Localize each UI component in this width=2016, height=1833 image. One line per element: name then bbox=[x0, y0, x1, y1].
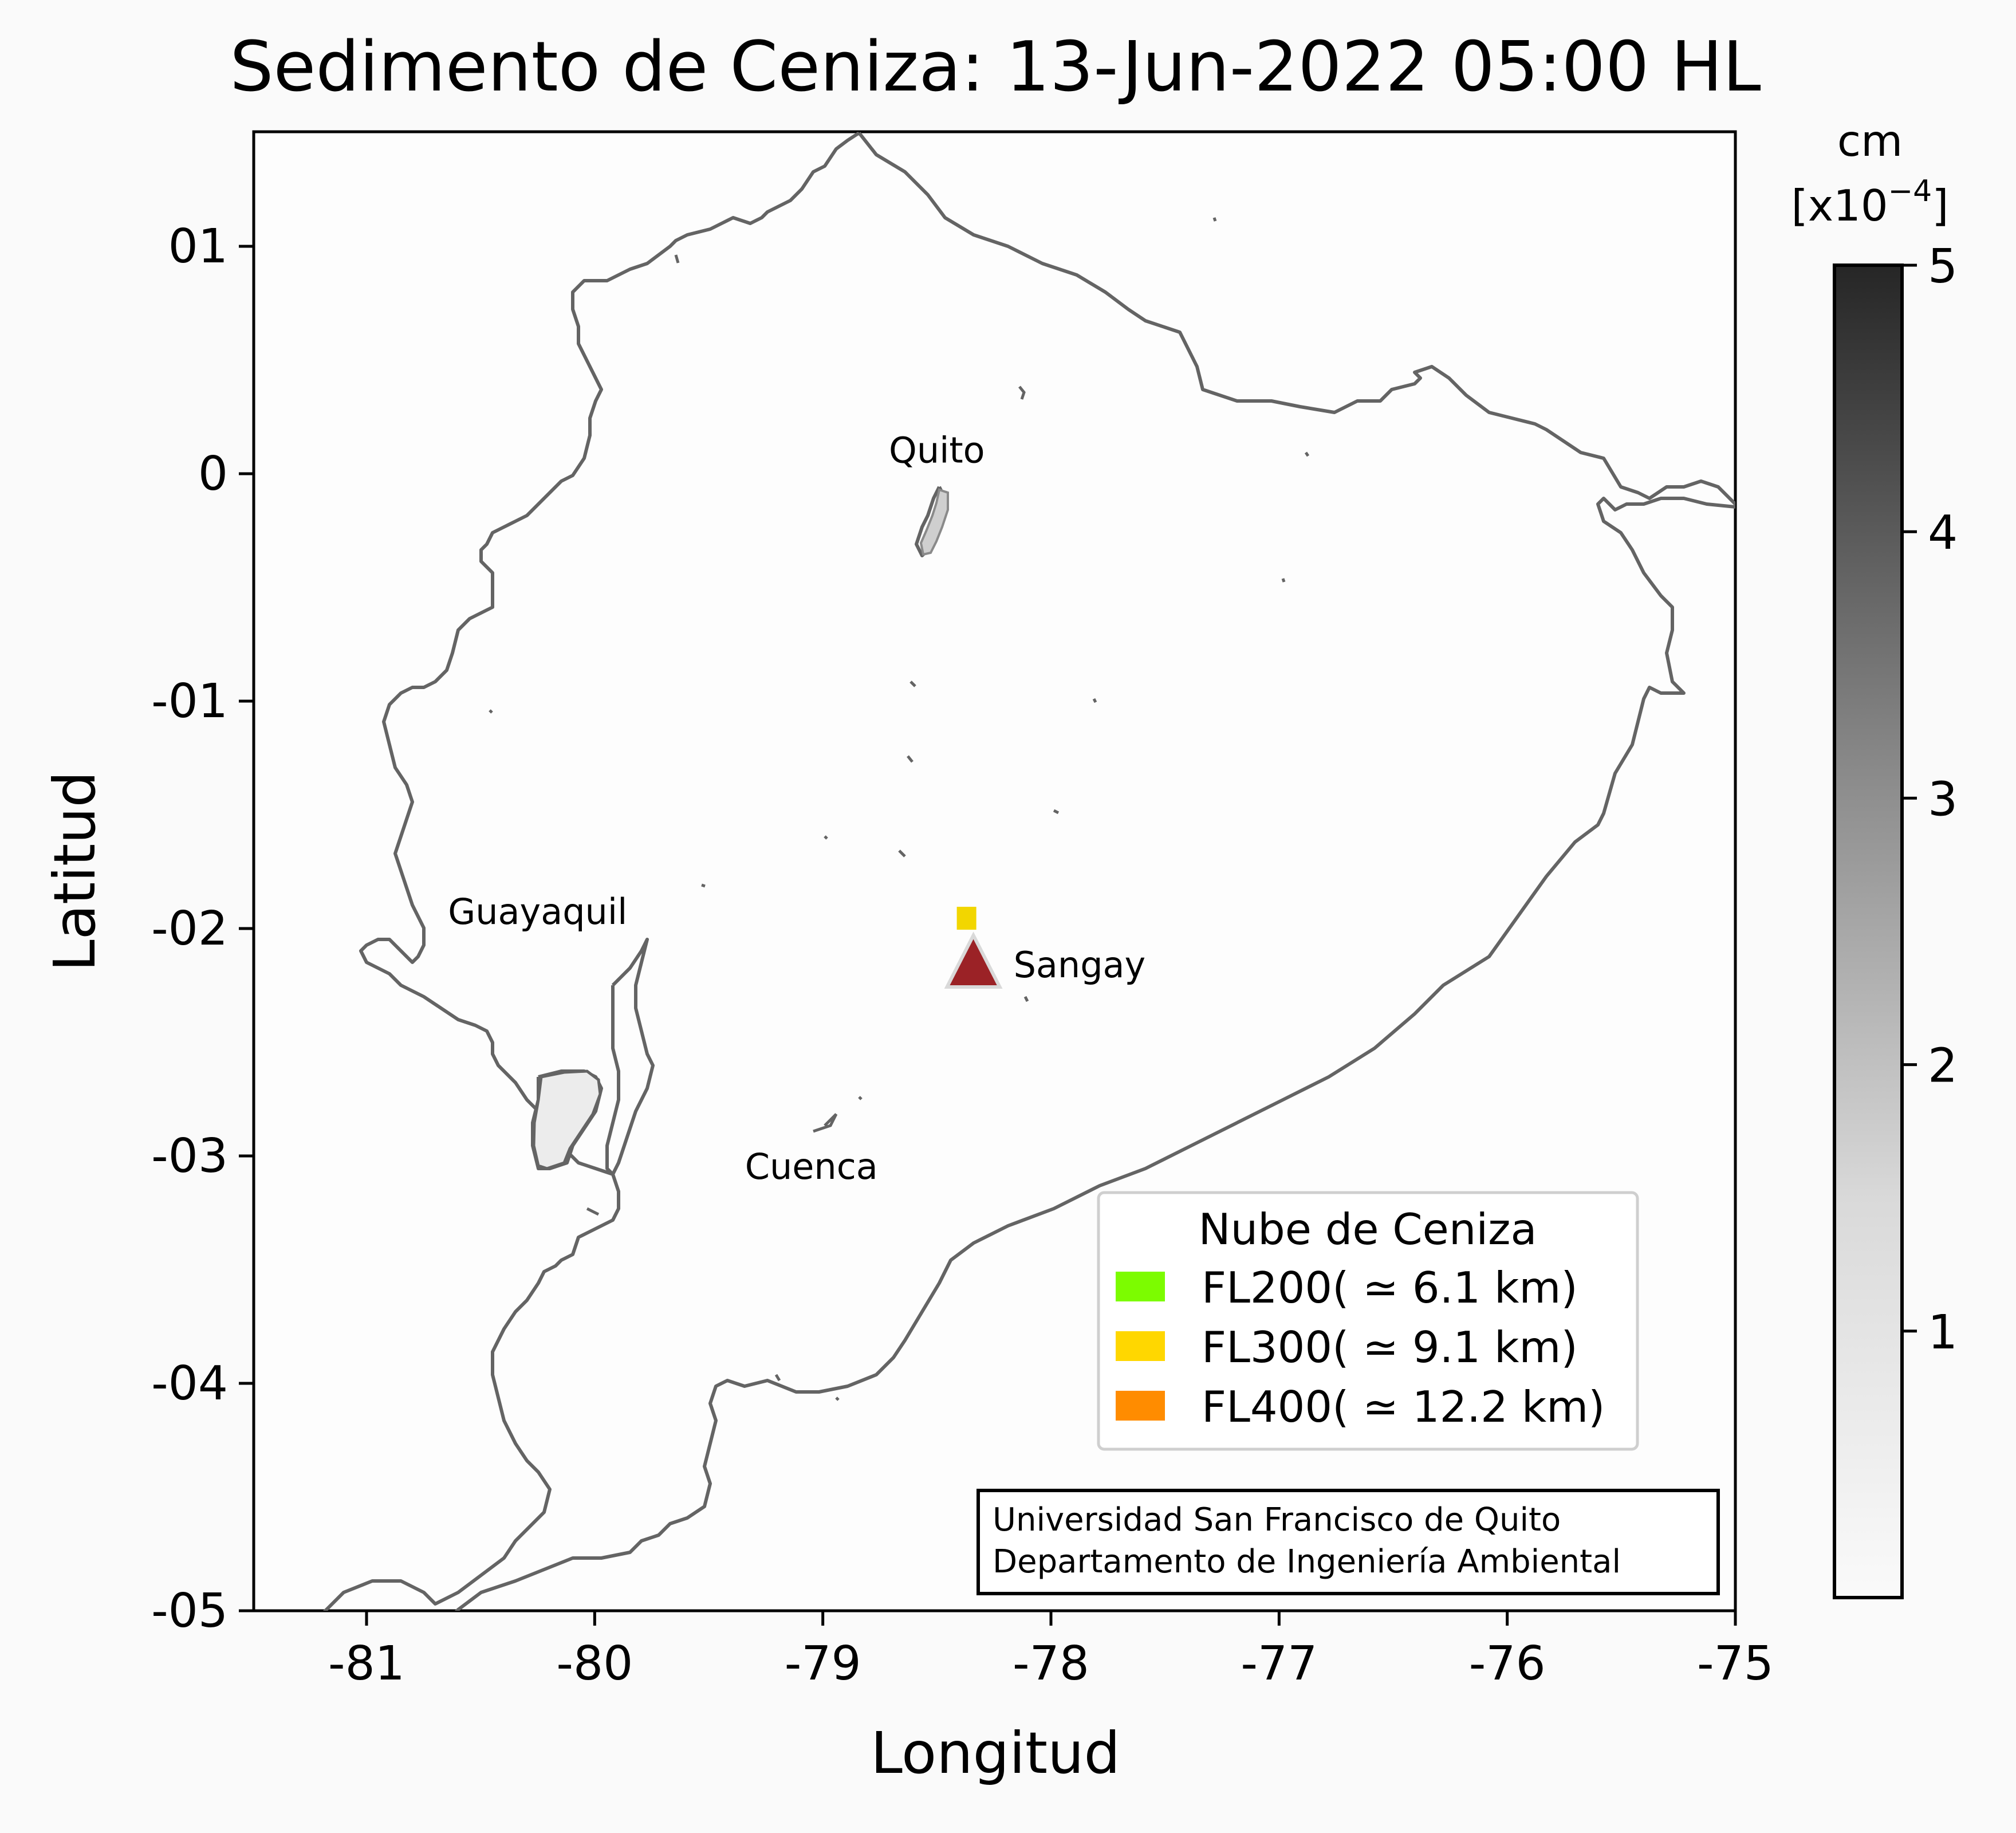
y-tick-label: -05 bbox=[151, 1584, 228, 1638]
city-label: Quito bbox=[889, 429, 985, 471]
colorbar-tick-label: 5 bbox=[1928, 239, 1958, 294]
x-tick-label: -76 bbox=[1469, 1637, 1546, 1691]
x-tick-label: -80 bbox=[556, 1637, 633, 1691]
x-tick-label: -75 bbox=[1697, 1637, 1774, 1691]
credit-line-1: Universidad San Francisco de Quito bbox=[993, 1501, 1561, 1539]
legend-label-fl200: FL200( ≃ 6.1 km) bbox=[1202, 1262, 1578, 1313]
legend: Nube de Ceniza FL200( ≃ 6.1 km) FL300( ≃… bbox=[1098, 1193, 1637, 1449]
colorbar-tick-label: 2 bbox=[1928, 1039, 1958, 1093]
volcano-label: Sangay bbox=[1014, 944, 1146, 986]
legend-label-fl300: FL300( ≃ 9.1 km) bbox=[1202, 1322, 1578, 1372]
legend-swatch-fl300 bbox=[1116, 1331, 1165, 1361]
x-tick-label: -77 bbox=[1241, 1637, 1317, 1691]
legend-swatch-fl200 bbox=[1116, 1272, 1165, 1301]
credit-box: Universidad San Francisco de Quito Depar… bbox=[978, 1490, 1718, 1594]
colorbar-scale-exp: −4 bbox=[1888, 174, 1932, 209]
colorbar: cm [x10−4] 1 2 3 4 5 bbox=[1791, 116, 1958, 1598]
x-tick-label: -81 bbox=[328, 1637, 405, 1691]
x-axis-label: Longitud bbox=[871, 1720, 1120, 1787]
colorbar-scale-base: [x10 bbox=[1791, 180, 1888, 231]
colorbar-tick-label: 4 bbox=[1928, 506, 1958, 560]
credit-line-2: Departamento de Ingeniería Ambiental bbox=[993, 1543, 1621, 1580]
chart-title: Sedimento de Ceniza: 13-Jun-2022 05:00 H… bbox=[230, 27, 1761, 107]
legend-swatch-fl400 bbox=[1116, 1391, 1165, 1421]
x-tick-label: -79 bbox=[785, 1637, 861, 1691]
y-tick-label: -02 bbox=[151, 902, 228, 956]
y-axis: 01 0 -01 -02 -03 -04 -05 bbox=[151, 219, 254, 1638]
y-tick-label: -01 bbox=[151, 674, 228, 729]
colorbar-tick-label: 3 bbox=[1928, 772, 1958, 827]
y-axis-label: Latitud bbox=[41, 771, 108, 971]
y-tick-label: 0 bbox=[198, 447, 228, 501]
ash-deposit-mark bbox=[957, 907, 976, 930]
colorbar-tick-label: 1 bbox=[1928, 1305, 1958, 1360]
colorbar-unit: cm bbox=[1837, 116, 1903, 166]
y-tick-label: -04 bbox=[151, 1356, 228, 1411]
y-tick-label: -03 bbox=[151, 1129, 228, 1183]
colorbar-scale: [x10−4] bbox=[1791, 174, 1948, 231]
legend-label-fl400: FL400( ≃ 12.2 km) bbox=[1202, 1382, 1605, 1432]
x-axis: -81 -80 -79 -78 -77 -76 -75 bbox=[328, 1611, 1774, 1691]
y-tick-label: 01 bbox=[168, 219, 228, 274]
legend-title: Nube de Ceniza bbox=[1198, 1204, 1537, 1254]
city-label: Guayaquil bbox=[448, 891, 627, 933]
city-label: Cuenca bbox=[745, 1146, 878, 1187]
colorbar-scale-close: ] bbox=[1932, 180, 1948, 231]
colorbar-bar bbox=[1834, 265, 1902, 1598]
colorbar-ticks: 1 2 3 4 5 bbox=[1902, 239, 1958, 1360]
x-tick-label: -78 bbox=[1013, 1637, 1089, 1691]
